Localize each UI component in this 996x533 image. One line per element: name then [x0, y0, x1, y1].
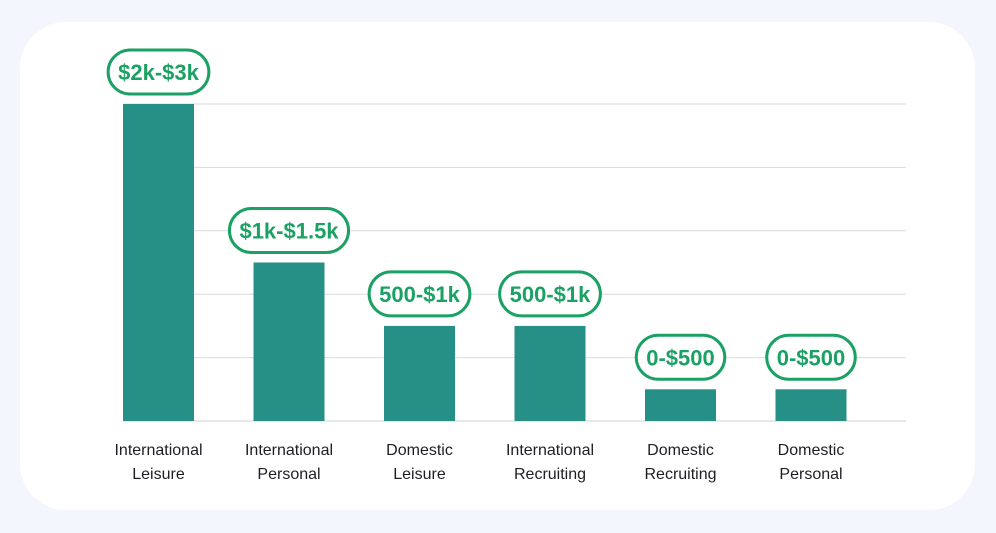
- bar: [384, 325, 455, 421]
- bars: [123, 104, 847, 421]
- data-label: 500-$1k: [367, 270, 472, 318]
- data-label-pill: [367, 270, 472, 318]
- x-tick-label: Domestic Recruiting: [644, 442, 716, 483]
- data-label-text: $2k-$3k: [118, 60, 200, 85]
- data-label-text: 0-$500: [777, 345, 846, 370]
- x-axis-labels: International Leisure International Persona…: [114, 442, 844, 483]
- data-label-text: $1k-$1.5k: [239, 219, 339, 244]
- data-label: 0-$500: [634, 333, 727, 381]
- data-label-pill: [106, 48, 211, 96]
- x-tick-label: Domestic Personal: [778, 442, 845, 483]
- data-label-text: 0-$500: [646, 345, 715, 370]
- data-label: 0-$500: [765, 333, 857, 381]
- x-tick-label: International Personal: [245, 442, 333, 483]
- data-label-pill: [634, 333, 727, 381]
- x-tick-label: International Recruiting: [506, 442, 594, 483]
- data-label-pill: [765, 333, 857, 381]
- x-tick-label: Domestic Leisure: [386, 442, 453, 483]
- data-label-text: 500-$1k: [510, 282, 592, 307]
- data-label-pill: [498, 270, 602, 318]
- data-label: $1k-$1.5k: [227, 207, 351, 254]
- bar: [645, 389, 716, 421]
- data-label: 500-$1k: [498, 270, 602, 318]
- data-labels: $2k-$3k $1k-$1.5k 500-$1k 500-$1k 0-$500 0-$5…: [106, 48, 857, 381]
- data-label-pill: [227, 207, 351, 254]
- x-tick-label: International Leisure: [114, 442, 202, 483]
- bar: [514, 325, 586, 421]
- bar: [775, 389, 847, 421]
- bar: [123, 104, 194, 421]
- data-label: $2k-$3k: [106, 48, 211, 96]
- bar: [253, 262, 325, 421]
- data-label-text: 500-$1k: [379, 282, 461, 307]
